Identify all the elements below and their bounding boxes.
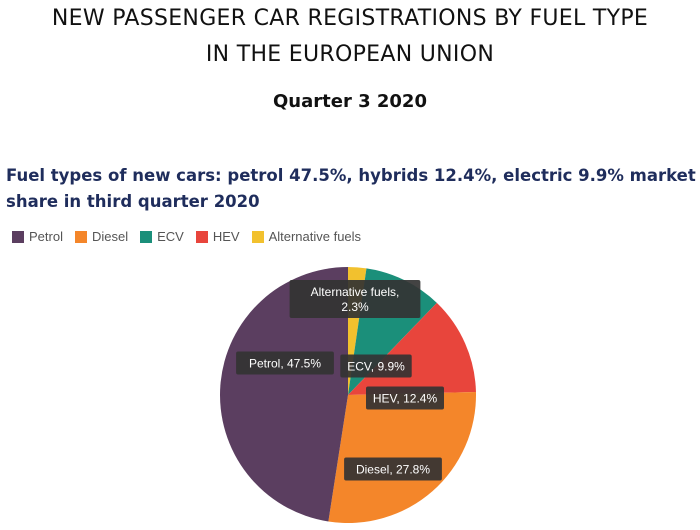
- legend-item-diesel[interactable]: Diesel: [74, 229, 129, 244]
- legend-item-petrol[interactable]: Petrol: [12, 229, 63, 244]
- legend-label-alternative-fuels: Alternative fuels: [268, 229, 362, 244]
- legend-swatch-petrol: [12, 230, 24, 243]
- svg-text:Petrol, 47.5%: Petrol, 47.5%: [249, 357, 321, 371]
- chart-title-line-1: NEW PASSENGER CAR REGISTRATIONS BY FUEL …: [51, 6, 649, 31]
- legend-label-hev: HEV: [212, 229, 240, 244]
- pie-label-ecv: ECV, 9.9%: [340, 354, 412, 378]
- pie-label-petrol: Petrol, 47.5%: [236, 351, 334, 375]
- legend-item-hev[interactable]: HEV: [195, 229, 240, 244]
- pie-label-diesel: Diesel, 27.8%: [344, 457, 442, 481]
- period-subtitle: Quarter 3 2020: [273, 91, 427, 112]
- legend-swatch-diesel: [74, 230, 87, 243]
- legend-label-diesel: Diesel: [91, 229, 129, 244]
- svg-text:ECV, 9.9%: ECV, 9.9%: [347, 360, 405, 374]
- legend-label-ecv: ECV: [157, 229, 184, 244]
- svg-text:Diesel, 27.8%: Diesel, 27.8%: [356, 463, 430, 477]
- svg-text:2.3%: 2.3%: [341, 300, 369, 314]
- legend-swatch-hev: [195, 230, 208, 243]
- pie-slice-petrol[interactable]: [220, 267, 348, 522]
- pie-label-hev: HEV, 12.4%: [366, 386, 444, 410]
- svg-text:Alternative fuels,: Alternative fuels,: [311, 285, 400, 299]
- chart-headline: Fuel types of new cars: petrol 47.5%, hy…: [6, 166, 696, 211]
- pie-slice-diesel[interactable]: [328, 391, 476, 523]
- legend-label-petrol: Petrol: [29, 229, 63, 244]
- chart-title-line-2: IN THE EUROPEAN UNION: [205, 42, 495, 67]
- pie-label-alternative-fuels: Alternative fuels,2.3%: [289, 280, 421, 318]
- legend-item-alternative-fuels[interactable]: Alternative fuels: [251, 229, 362, 244]
- legend-item-ecv[interactable]: ECV: [140, 229, 184, 244]
- legend-swatch-ecv: [140, 230, 153, 243]
- legend-swatch-alternative-fuels: [251, 230, 264, 243]
- chart-legend: Petrol Diesel ECV HEV Alternative fuels: [12, 229, 361, 244]
- svg-text:HEV, 12.4%: HEV, 12.4%: [373, 392, 438, 406]
